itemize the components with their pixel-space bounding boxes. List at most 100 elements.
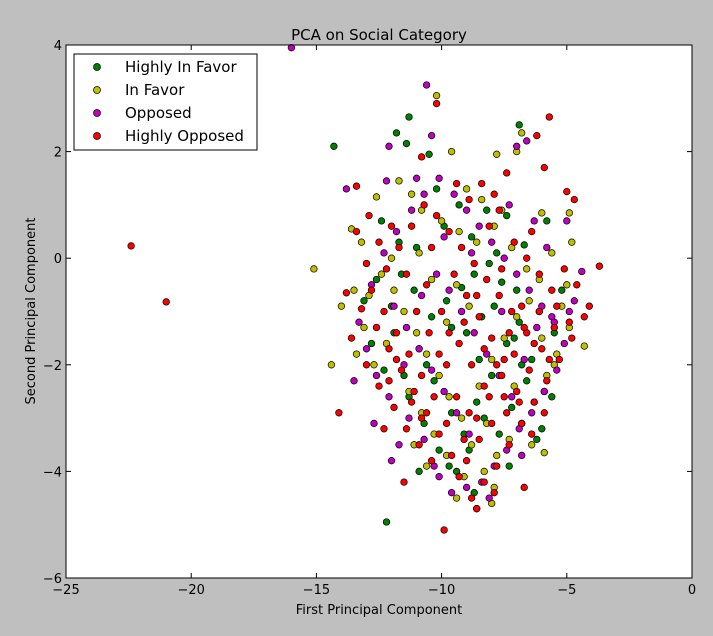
data-point [410, 387, 418, 396]
data-point [473, 505, 481, 513]
data-point [365, 211, 373, 220]
data-point [467, 494, 476, 502]
legend-entry-label: Highly In Favor [125, 58, 237, 76]
data-point [495, 206, 503, 214]
legend-marker [93, 86, 101, 94]
legend-marker [93, 63, 101, 71]
data-points [127, 44, 604, 534]
data-point [457, 414, 466, 422]
data-point [495, 430, 503, 438]
data-point [447, 489, 456, 497]
data-point [407, 222, 416, 230]
data-point [493, 462, 501, 470]
data-point [500, 254, 508, 262]
data-point [465, 430, 473, 438]
data-point [402, 323, 411, 332]
data-point [465, 195, 473, 204]
data-point [520, 355, 528, 364]
x-tick-label: −10 [428, 583, 455, 598]
data-point [520, 323, 528, 332]
data-point [462, 206, 471, 214]
data-point [538, 334, 546, 342]
data-point [402, 139, 411, 148]
data-point [555, 355, 563, 364]
data-point [380, 366, 388, 374]
data-point [525, 297, 533, 305]
data-point [385, 377, 393, 385]
data-point [287, 44, 296, 52]
data-point [483, 206, 491, 214]
x-tick-label: 0 [688, 583, 696, 598]
data-point [405, 350, 413, 358]
data-point [508, 393, 516, 401]
data-point [385, 345, 393, 353]
data-point [395, 441, 403, 449]
data-point [473, 291, 481, 300]
data-point [350, 377, 358, 385]
data-point [405, 113, 413, 121]
data-point [540, 409, 548, 417]
data-point [505, 441, 513, 449]
data-point [548, 249, 556, 257]
series-2 [287, 44, 586, 513]
data-point [523, 377, 531, 385]
data-point [427, 313, 436, 321]
data-point [485, 222, 493, 230]
data-point [498, 307, 506, 316]
series-3 [127, 99, 604, 534]
y-axis: −6 −4 −2 0 2 4 [43, 39, 692, 587]
data-point [420, 190, 428, 198]
data-point [392, 227, 401, 236]
data-point [387, 457, 396, 465]
data-point [407, 398, 416, 406]
data-point [525, 286, 533, 294]
plot-frame [65, 44, 693, 579]
data-point [455, 201, 463, 209]
data-point [538, 345, 546, 353]
data-point [595, 262, 604, 270]
data-point [430, 377, 438, 385]
data-point [400, 478, 408, 486]
data-point [385, 142, 393, 150]
data-point [580, 342, 588, 350]
data-point [503, 409, 511, 417]
data-point [478, 195, 486, 204]
data-point [432, 185, 441, 193]
data-point [420, 201, 428, 209]
data-point [560, 339, 568, 348]
data-point [372, 371, 381, 380]
data-point [415, 441, 423, 449]
data-point [432, 91, 441, 100]
data-point [523, 254, 531, 262]
data-point [538, 425, 546, 433]
data-point [528, 355, 536, 364]
data-point [460, 435, 468, 444]
data-point [455, 339, 463, 348]
data-point [515, 398, 523, 406]
data-point [485, 259, 493, 268]
data-point [392, 329, 401, 337]
legend-entry-label: Opposed [125, 104, 192, 122]
data-point [533, 435, 541, 444]
data-point [495, 291, 503, 300]
x-tick-label: −15 [303, 583, 330, 598]
data-point [440, 526, 448, 534]
data-point [432, 211, 441, 220]
data-point [430, 393, 438, 401]
data-point [452, 281, 461, 289]
data-point [432, 99, 441, 108]
data-point [505, 329, 513, 337]
y-tick-label: −2 [43, 359, 62, 374]
data-point [473, 398, 481, 406]
data-point [442, 361, 451, 369]
data-point [475, 313, 483, 321]
data-point [435, 446, 443, 454]
data-point [520, 241, 528, 249]
data-point [370, 361, 378, 369]
data-point [410, 286, 418, 294]
data-point [563, 281, 571, 289]
data-point [530, 339, 538, 348]
data-point [480, 467, 488, 476]
data-point [513, 313, 521, 321]
data-point [415, 345, 423, 353]
